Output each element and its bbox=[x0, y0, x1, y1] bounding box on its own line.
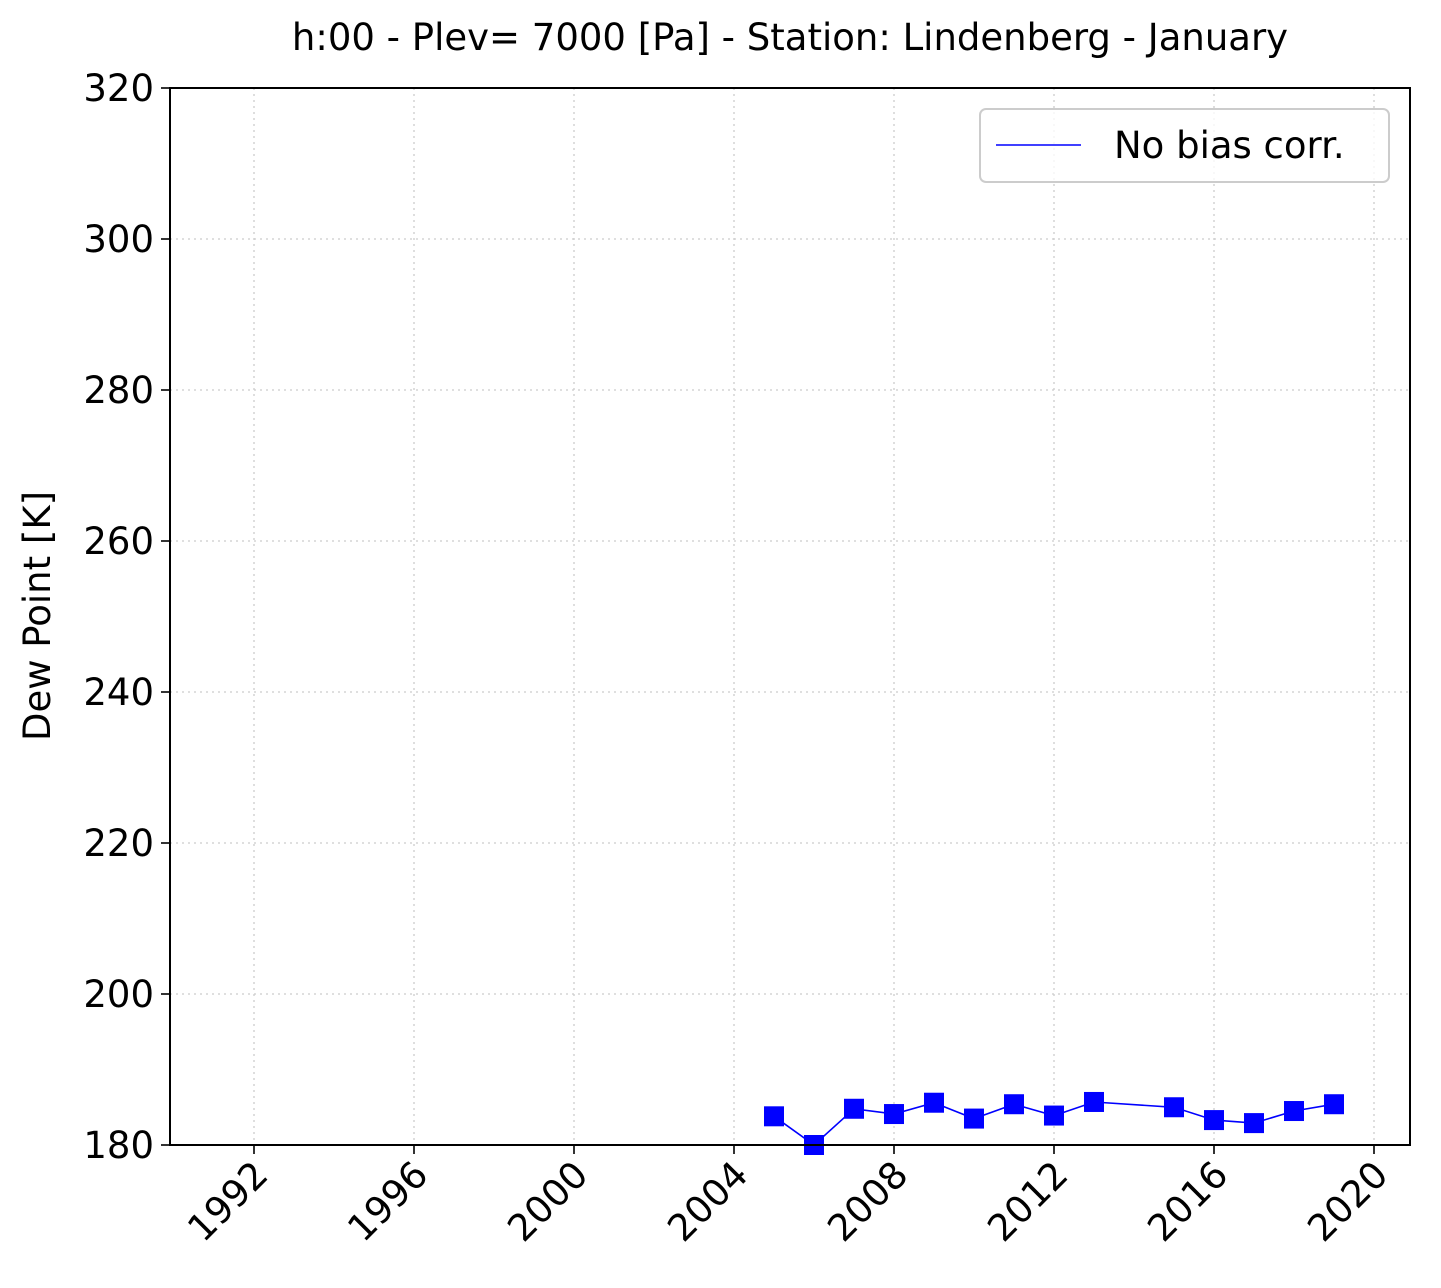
x-tick-label: 2000 bbox=[499, 1153, 596, 1250]
y-tick-label: 280 bbox=[83, 369, 154, 412]
data-point-marker bbox=[1244, 1113, 1264, 1134]
x-tick-label: 2012 bbox=[979, 1153, 1076, 1250]
y-tick-label: 180 bbox=[83, 1124, 154, 1167]
data-point-marker bbox=[964, 1108, 984, 1129]
y-tick-label: 220 bbox=[83, 822, 154, 865]
data-point-marker bbox=[924, 1092, 944, 1113]
y-tick-label: 320 bbox=[83, 67, 154, 110]
x-tick-label: 1992 bbox=[179, 1153, 276, 1250]
plot-area-frame bbox=[169, 87, 1411, 1146]
legend-label: No bias corr. bbox=[1114, 124, 1345, 167]
x-tick-label: 1996 bbox=[339, 1153, 436, 1250]
data-point-marker bbox=[844, 1098, 864, 1119]
data-point-marker bbox=[1284, 1101, 1304, 1122]
y-tick-label: 240 bbox=[83, 671, 154, 714]
data-point-marker bbox=[1044, 1105, 1064, 1126]
legend: No bias corr. bbox=[979, 108, 1390, 183]
x-tick-label: 2020 bbox=[1299, 1153, 1396, 1250]
y-tick-label: 200 bbox=[83, 973, 154, 1016]
series-layer bbox=[764, 1091, 1344, 1155]
data-point-marker bbox=[1164, 1097, 1184, 1118]
y-axis-label: Dew Point [K] bbox=[16, 491, 59, 741]
x-tick-label: 2004 bbox=[659, 1153, 756, 1250]
chart-title: h:00 - Plev= 7000 [Pa] - Station: Linden… bbox=[292, 16, 1288, 59]
x-tick-label: 2008 bbox=[819, 1153, 916, 1250]
y-tick-label: 260 bbox=[83, 520, 154, 563]
data-point-marker bbox=[1204, 1110, 1224, 1131]
data-point-marker bbox=[1084, 1091, 1104, 1112]
data-point-marker bbox=[1004, 1094, 1024, 1115]
data-point-marker bbox=[764, 1106, 784, 1127]
x-tick-label: 2016 bbox=[1139, 1153, 1236, 1250]
y-tick-label: 300 bbox=[83, 218, 154, 261]
grid bbox=[170, 88, 1410, 1145]
axes: 180 200 220 240 260 280 300 320 1992 1996 2000 2004… bbox=[83, 67, 1396, 1250]
data-point-marker bbox=[884, 1104, 904, 1125]
data-point-marker bbox=[1324, 1094, 1344, 1115]
legend-frame bbox=[979, 108, 1390, 183]
